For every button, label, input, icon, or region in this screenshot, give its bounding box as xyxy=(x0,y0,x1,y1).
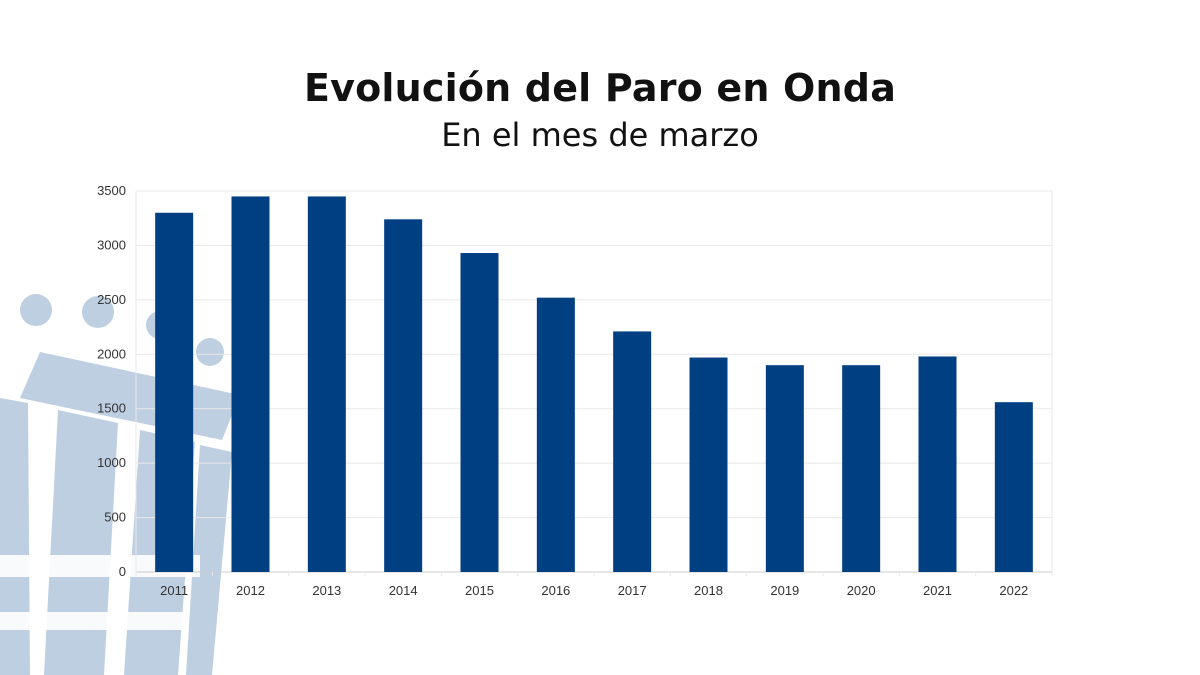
bar-2016 xyxy=(536,297,575,572)
bar-2013 xyxy=(307,196,346,572)
bar-2014 xyxy=(384,219,423,572)
x-tick-label: 2019 xyxy=(770,583,799,598)
x-tick-label: 2011 xyxy=(160,583,188,598)
x-tick-label: 2021 xyxy=(923,583,952,598)
x-axis-ticks: 2011 2012 2013 2014 2015 2016 2017 2018 2019 2020… xyxy=(160,583,1028,598)
bar-2022 xyxy=(994,402,1033,572)
chart-subtitle: En el mes de marzo xyxy=(441,116,759,154)
y-tick-label: 1500 xyxy=(97,401,126,416)
bar-2012 xyxy=(231,196,270,572)
y-tick-label: 2000 xyxy=(97,346,126,361)
y-tick-label: 3500 xyxy=(97,183,126,198)
chart-title: Evolución del Paro en Onda xyxy=(303,66,897,110)
bar-2021 xyxy=(918,356,957,572)
bar-2019 xyxy=(765,365,804,572)
bar-2018 xyxy=(689,357,728,572)
x-tick-label: 2018 xyxy=(694,583,723,598)
y-tick-label: 1000 xyxy=(97,455,126,470)
bar-2015 xyxy=(460,253,499,572)
y-tick-label: 2500 xyxy=(97,292,126,307)
y-axis-ticks: 0 500 1000 1500 2000 2500 3000 3500 xyxy=(97,183,126,579)
x-tick-label: 2014 xyxy=(389,583,418,598)
y-tick-label: 0 xyxy=(119,564,126,579)
y-tick-label: 3000 xyxy=(97,237,126,252)
bar-2011 xyxy=(155,212,194,572)
x-tick-label: 2020 xyxy=(847,583,876,598)
x-tick-label: 2016 xyxy=(541,583,570,598)
gridlines xyxy=(135,190,1053,576)
bar-2020 xyxy=(842,365,881,572)
x-tick-label: 2017 xyxy=(618,583,647,598)
x-tick-label: 2022 xyxy=(999,583,1028,598)
x-tick-label: 2015 xyxy=(465,583,494,598)
y-tick-label: 500 xyxy=(104,510,126,525)
x-tick-label: 2012 xyxy=(236,583,265,598)
bars xyxy=(155,196,1033,572)
bar-2017 xyxy=(613,331,652,572)
x-tick-label: 2013 xyxy=(312,583,341,598)
